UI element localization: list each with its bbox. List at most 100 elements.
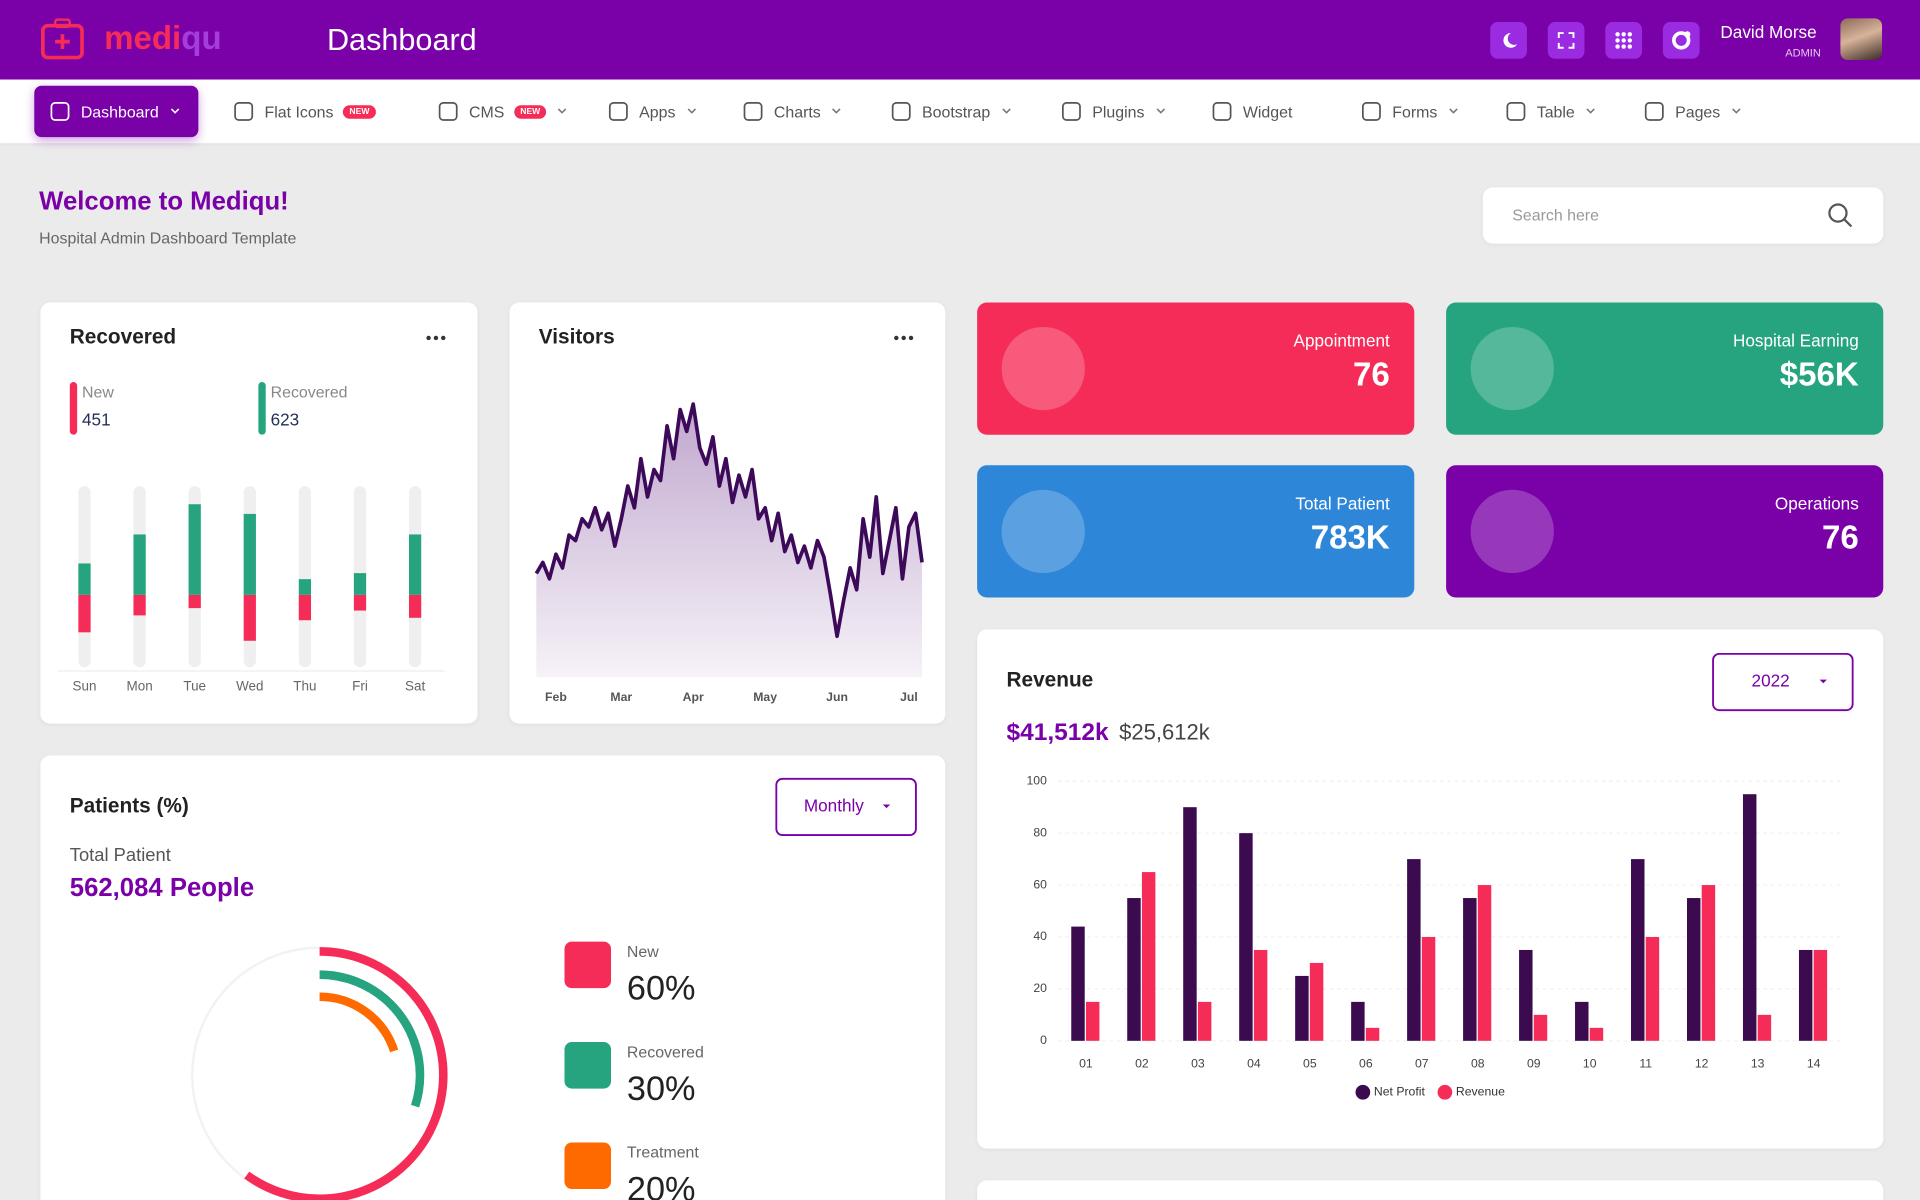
stat-value: 783K (1310, 519, 1390, 556)
bar (353, 594, 367, 611)
legend-label: Recovered (627, 1044, 704, 1061)
chevron (1156, 108, 1165, 114)
revenue-card: Revenue $41,512k $25,612k 2022 0 20 40 60 80 100 0… (977, 629, 1884, 1149)
nav-icon (1362, 102, 1381, 121)
bar (243, 513, 256, 595)
revenue-chart: Revenue$41,512k $25,612k20220204060801000… (1007, 652, 1854, 1100)
dropdown[interactable] (775, 777, 917, 837)
nav-icon (743, 102, 763, 121)
nav-item[interactable]: Bootstrap (890, 86, 1012, 137)
fullscreen-button[interactable] (1547, 22, 1585, 59)
summary-secondary: $25,612k (1119, 719, 1211, 744)
nav-chevron (832, 108, 841, 114)
search-box[interactable]: Search here (1482, 187, 1884, 244)
bar (133, 534, 146, 595)
chevron (170, 108, 179, 114)
chevron (1001, 108, 1011, 114)
bar (298, 594, 312, 621)
apps-button[interactable] (1605, 22, 1643, 59)
x-tick-label: Thu (293, 679, 316, 694)
legend-swatch (564, 1142, 612, 1189)
x-tick-label: Sun (73, 679, 97, 694)
bar (1239, 833, 1253, 1041)
stat-value: 76 (1353, 356, 1390, 394)
nav-icon-shape (743, 102, 763, 121)
dropdown[interactable] (1712, 652, 1854, 712)
x-tick-label: Mon (127, 679, 153, 694)
x-tick-label: Mar (610, 690, 632, 704)
legend-value: 60% (627, 970, 696, 1008)
chevron (1586, 108, 1595, 114)
nav-item[interactable]: Table (1505, 86, 1597, 137)
chevron (687, 108, 696, 114)
nav-label: Apps (639, 102, 676, 121)
x-tick-label: 03 (1191, 1056, 1205, 1070)
x-tick-label: Wed (236, 679, 263, 694)
theme-button[interactable] (1490, 22, 1527, 59)
nav-item[interactable]: Apps (607, 86, 697, 137)
stat-value: $56K (1779, 356, 1859, 394)
bar (1519, 949, 1533, 1041)
dropdown-label: 2022 (1752, 671, 1790, 691)
x-tick-label: 01 (1079, 1056, 1093, 1070)
bar (78, 563, 91, 595)
bar (1071, 926, 1085, 1041)
x-tick-label: Fri (352, 679, 368, 694)
bar (1421, 936, 1436, 1041)
card-title: Revenue (1007, 668, 1094, 691)
nav-item[interactable]: Widget (1211, 86, 1292, 137)
total-label: Total Patient (70, 844, 171, 865)
x-tick-label: 14 (1807, 1056, 1821, 1070)
nav-item[interactable]: Pages (1643, 86, 1742, 137)
chevron (558, 108, 567, 114)
ring (214, 970, 425, 1180)
menu-dot (908, 335, 914, 341)
nav-item[interactable]: Dashboard (34, 85, 198, 138)
legend-marker (1437, 1084, 1453, 1100)
card-title: Patients (%) (70, 794, 189, 817)
x-tick-label: Jun (826, 690, 848, 704)
stat-card: Total Patient 783K (977, 465, 1415, 598)
nav-icon-shape (1062, 102, 1081, 121)
logo-part: qu (181, 19, 222, 57)
patients-chart: Patients (%) Monthly Total Patient 562,084 … (70, 777, 917, 1200)
bar (408, 594, 422, 618)
nav-item[interactable]: Forms (1360, 86, 1459, 137)
nav-icon-shape (1644, 102, 1664, 121)
dropdown-label: Monthly (804, 795, 864, 815)
nav-label: Flat Icons (264, 102, 334, 121)
x-tick-label: Sat (405, 679, 425, 694)
bar (298, 579, 312, 595)
nav-label: Dashboard (80, 102, 159, 121)
legend-label: Recovered (271, 384, 348, 401)
nav-label: Charts (773, 102, 821, 121)
dropdown-caret (882, 804, 891, 809)
y-tick-label: 100 (1027, 773, 1048, 787)
bar (188, 504, 201, 595)
nav-bar: Dashboard Flat Icons NEW CMS NEW Apps Charts Bo… (0, 79, 1920, 144)
total-value: 562,084 People (70, 874, 254, 902)
nav-item[interactable]: CMS NEW (437, 86, 568, 137)
nav-item[interactable]: Plugins (1060, 86, 1166, 137)
top-bar: mediqu Dashboard David Morse ADMIN (0, 0, 1920, 80)
x-tick-label: 08 (1471, 1056, 1485, 1070)
x-tick-label: 07 (1415, 1056, 1429, 1070)
avatar[interactable] (1840, 18, 1883, 61)
nav-badge: NEW (514, 104, 547, 119)
search-placeholder: Search here (1512, 205, 1599, 225)
nav-item[interactable]: Flat Icons NEW (233, 86, 376, 137)
x-tick-label: 02 (1135, 1056, 1149, 1070)
welcome-title: Welcome to Mediqu! (39, 187, 289, 216)
x-tick-label: 04 (1247, 1056, 1261, 1070)
nav-item[interactable]: Charts (742, 86, 843, 137)
nav-icon (50, 102, 70, 121)
settings-button[interactable] (1662, 22, 1700, 59)
bar (1477, 885, 1492, 1041)
nav-icon-shape (50, 102, 70, 121)
bar (1757, 1014, 1772, 1041)
nav-label: Forms (1392, 102, 1438, 121)
recovered-chart: Recovered New 451 Recovered 623 Sun Mon Tue Wed T… (57, 325, 446, 694)
nav-icon-shape (1362, 102, 1381, 121)
